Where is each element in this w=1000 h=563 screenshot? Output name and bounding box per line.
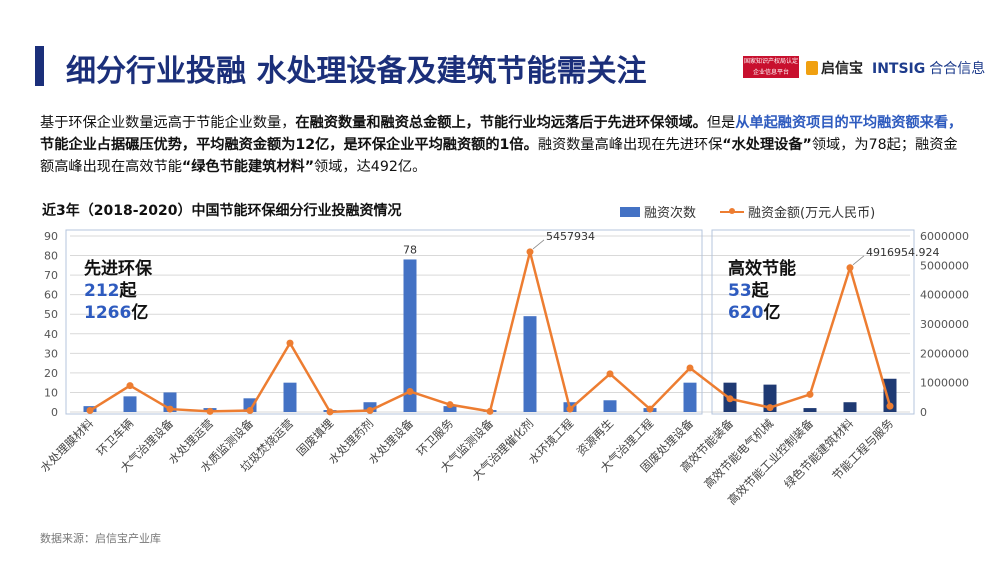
point-financing-amount <box>686 364 694 372</box>
point-financing-amount <box>566 405 574 413</box>
point-financing-amount <box>86 407 94 415</box>
bar-financing-count <box>603 400 617 412</box>
legend-bar-swatch <box>620 207 640 217</box>
data-label-bar: 78 <box>403 243 417 256</box>
group-count-label: 53起 <box>728 280 770 301</box>
y-left-tick-label: 60 <box>44 289 58 302</box>
intro-text-7: “水处理设备” <box>722 137 812 153</box>
qixinbao-mark-icon <box>806 61 818 75</box>
point-financing-amount <box>446 401 454 409</box>
y-left-tick-label: 70 <box>44 269 58 282</box>
data-source-note: 数据来源：启信宝产业库 <box>40 532 161 545</box>
group-frame-efficient-energy <box>711 229 915 415</box>
point-financing-amount <box>286 339 294 347</box>
certification-stamp-logo: 国家知识产权局认定企业信息平台 <box>743 56 799 78</box>
y-right-tick-label: 0 <box>920 406 927 419</box>
chart-legend: 融资次数 融资金额(万元人民币) <box>620 202 875 221</box>
bar-financing-count <box>523 316 537 412</box>
point-financing-amount <box>326 408 334 416</box>
point-financing-amount <box>206 407 214 415</box>
point-financing-amount <box>886 402 894 410</box>
group-amount-label: 620亿 <box>728 302 781 323</box>
bar-financing-count <box>803 408 817 412</box>
point-financing-amount <box>766 404 774 412</box>
point-financing-amount <box>606 370 614 378</box>
intro-paragraph: 基于环保企业数量远高于节能企业数量，在融资数量和融资总金额上，节能行业均远落后于… <box>40 112 965 178</box>
intsig-cn-logo-text: 合合信息 <box>929 61 986 77</box>
intro-text-2: 在融资数量和融资总金额上，节能行业均远落后于先进环保领域。 <box>295 115 707 131</box>
page-title: 细分行业投融 水处理设备及建筑节能需关注 <box>66 54 647 89</box>
x-category-label: 绿色节能建筑材料 <box>781 416 856 491</box>
intro-text-10: 领域，达492亿。 <box>314 159 427 175</box>
intro-text-5: 节能企业占据碾压优势，平均融资金额为12亿，是环保企业平均融资额的1倍。 <box>40 137 538 153</box>
group-frame-advanced-environmental <box>65 229 703 415</box>
title-accent-bar <box>35 46 44 86</box>
intro-text-9: “绿色节能建筑材料” <box>181 159 315 175</box>
y-left-tick-label: 40 <box>44 328 58 341</box>
point-financing-amount <box>486 407 494 415</box>
y-right-tick-label: 4000000 <box>920 289 969 302</box>
point-financing-amount <box>366 407 374 415</box>
qixinbao-logo-text: 启信宝 <box>821 61 863 77</box>
point-financing-amount <box>806 390 814 398</box>
point-financing-amount <box>646 405 654 413</box>
financing-chart: 0 10 20 30 40 50 60 70 80 90 0 1000000 2000000 300000… <box>37 229 969 507</box>
logo-area: 国家知识产权局认定企业信息平台 启信宝 INTSIG 合合信息 <box>743 56 985 84</box>
y-right-tick-label: 1000000 <box>920 377 969 390</box>
bar-financing-count <box>883 378 897 412</box>
point-financing-amount <box>166 405 174 413</box>
y-left-tick-label: 90 <box>44 230 58 243</box>
chart-title: 近3年（2018-2020）中国节能环保细分行业投融资情况 <box>42 203 402 219</box>
bar-financing-count <box>403 259 417 412</box>
y-left-tick-label: 0 <box>51 406 58 419</box>
group-amount-label: 1266亿 <box>84 302 148 323</box>
point-financing-amount <box>406 387 414 395</box>
data-label-line: 4916954.924 <box>866 246 939 259</box>
legend-line-swatch <box>720 208 745 214</box>
y-left-tick-label: 80 <box>44 250 58 263</box>
bar-financing-count <box>443 406 457 412</box>
y-left-tick-label: 50 <box>44 308 58 321</box>
data-label-leader <box>852 255 865 266</box>
bar-financing-count <box>683 382 697 412</box>
point-financing-amount <box>526 248 534 256</box>
group-name-label: 高效节能 <box>728 258 796 279</box>
intsig-logo: INTSIG 合合信息 <box>872 58 985 78</box>
point-financing-amount <box>126 382 134 390</box>
intro-text-6: 融资数量高峰出现在先进环保 <box>537 137 723 153</box>
group-count-label: 212起 <box>84 280 138 301</box>
bar-financing-count <box>243 398 257 412</box>
data-label-leader <box>532 239 545 250</box>
legend-line-label: 融资金额(万元人民币) <box>748 206 876 221</box>
y-right-tick-label: 6000000 <box>920 230 969 243</box>
bar-financing-count <box>123 396 137 412</box>
data-label-line: 5457934 <box>546 230 595 243</box>
bar-financing-count <box>843 402 857 412</box>
intro-text-8: 领域，为78起；融资金额高峰出现在高效节能 <box>40 137 958 175</box>
point-financing-amount <box>846 264 854 272</box>
y-left-tick-label: 10 <box>44 386 58 399</box>
bar-financing-count <box>283 382 297 412</box>
point-financing-amount <box>726 395 734 403</box>
intro-text-1: 基于环保企业数量远高于节能企业数量， <box>40 115 296 131</box>
y-right-tick-label: 2000000 <box>920 347 969 360</box>
legend-bar-label: 融资次数 <box>644 206 697 221</box>
x-category-label: 水处理膜材料 <box>37 416 96 475</box>
intsig-logo-text: INTSIG <box>872 61 926 77</box>
bar-financing-count <box>763 384 777 412</box>
group-name-label: 先进环保 <box>84 258 153 279</box>
intro-highlight-1: 从单起融资项目的平均融资额来看， <box>735 115 963 131</box>
y-left-tick-label: 30 <box>44 347 58 360</box>
x-category-label: 高效节能电气机械 <box>701 416 776 491</box>
intro-text-3: 但是 <box>706 115 736 131</box>
qixinbao-logo: 启信宝 <box>806 58 863 78</box>
point-financing-amount <box>246 407 254 415</box>
y-left-tick-label: 20 <box>44 367 58 380</box>
y-right-tick-label: 5000000 <box>920 259 969 272</box>
y-right-tick-label: 3000000 <box>920 318 969 331</box>
